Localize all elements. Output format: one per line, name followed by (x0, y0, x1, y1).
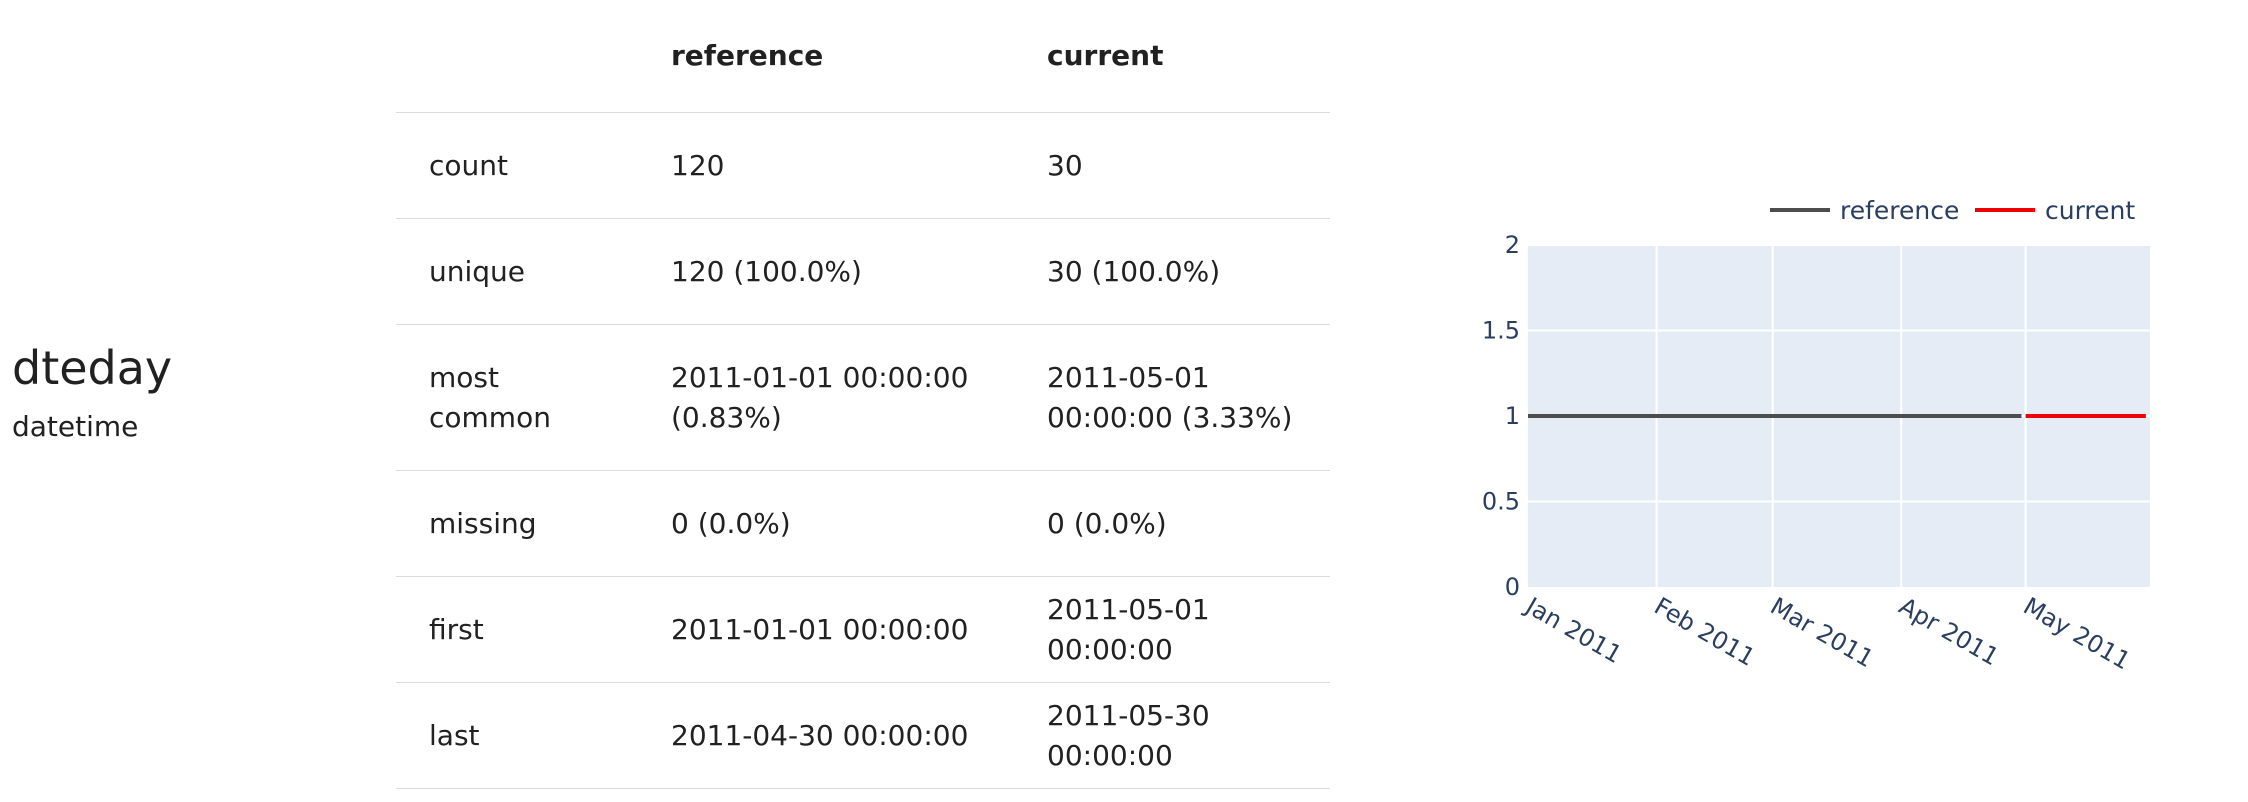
feature-type: datetime (12, 410, 139, 443)
y-tick-label: 0 (1505, 573, 1520, 601)
reference-value: 120 (100.0%) (638, 218, 1014, 325)
x-tick-label: Jan 2011 (1519, 591, 1626, 669)
current-value: 2011-05-01 00:00:00 (3.33%) (1014, 324, 1330, 471)
x-tick-label: May 2011 (2019, 592, 2135, 675)
table-row: count 120 30 (396, 112, 1330, 219)
table-header-row: reference current (396, 0, 1330, 113)
current-value: 2011-05-30 00:00:00 (1014, 682, 1330, 789)
date-distribution-chart: 0 0.5 1 1.5 2 Jan 2011 Feb 2011 Mar 2011 Apr 201… (1440, 150, 2160, 710)
reference-value: 2011-01-01 00:00:00 (0.83%) (638, 324, 1014, 471)
x-tick-label: Feb 2011 (1650, 592, 1760, 672)
chart-svg: 0 0.5 1 1.5 2 Jan 2011 Feb 2011 Mar 2011 Apr 201… (1482, 196, 2150, 675)
row-label: missing (396, 470, 638, 577)
reference-value: 0 (0.0%) (638, 470, 1014, 577)
reference-value: 120 (638, 112, 1014, 219)
current-value: 2011-05-01 00:00:00 (1014, 576, 1330, 683)
x-tick-label: Mar 2011 (1766, 592, 1879, 673)
legend-label-current: current (2045, 196, 2135, 225)
reference-value: 2011-04-30 00:00:00 (638, 682, 1014, 789)
header-cell-metric (396, 0, 638, 113)
table-row: missing 0 (0.0%) 0 (0.0%) (396, 470, 1330, 577)
reference-value: 2011-01-01 00:00:00 (638, 576, 1014, 683)
y-tick-label: 1.5 (1482, 317, 1520, 345)
row-label: count (396, 112, 638, 219)
y-tick-label: 0.5 (1482, 488, 1520, 516)
y-tick-label: 1 (1505, 402, 1520, 430)
table-row: last 2011-04-30 00:00:00 2011-05-30 00:0… (396, 682, 1330, 789)
legend-label-reference: reference (1840, 196, 1959, 225)
header-cell-reference: reference (638, 0, 1014, 113)
row-label: last (396, 682, 638, 789)
header-cell-current: current (1014, 0, 1330, 113)
table-row: most common 2011-01-01 00:00:00 (0.83%) … (396, 324, 1330, 471)
current-value: 30 (100.0%) (1014, 218, 1330, 325)
row-label: most common (396, 324, 638, 471)
current-value: 0 (0.0%) (1014, 470, 1330, 577)
table-row: unique 120 (100.0%) 30 (100.0%) (396, 218, 1330, 325)
y-tick-label: 2 (1505, 231, 1520, 259)
stats-table: reference current count 120 30 unique 12… (396, 0, 1330, 789)
table-row: first 2011-01-01 00:00:00 2011-05-01 00:… (396, 576, 1330, 683)
current-value: 30 (1014, 112, 1330, 219)
x-tick-label: Apr 2011 (1894, 592, 2003, 671)
row-label: first (396, 576, 638, 683)
row-label: unique (396, 218, 638, 325)
feature-name: dteday (12, 341, 173, 395)
